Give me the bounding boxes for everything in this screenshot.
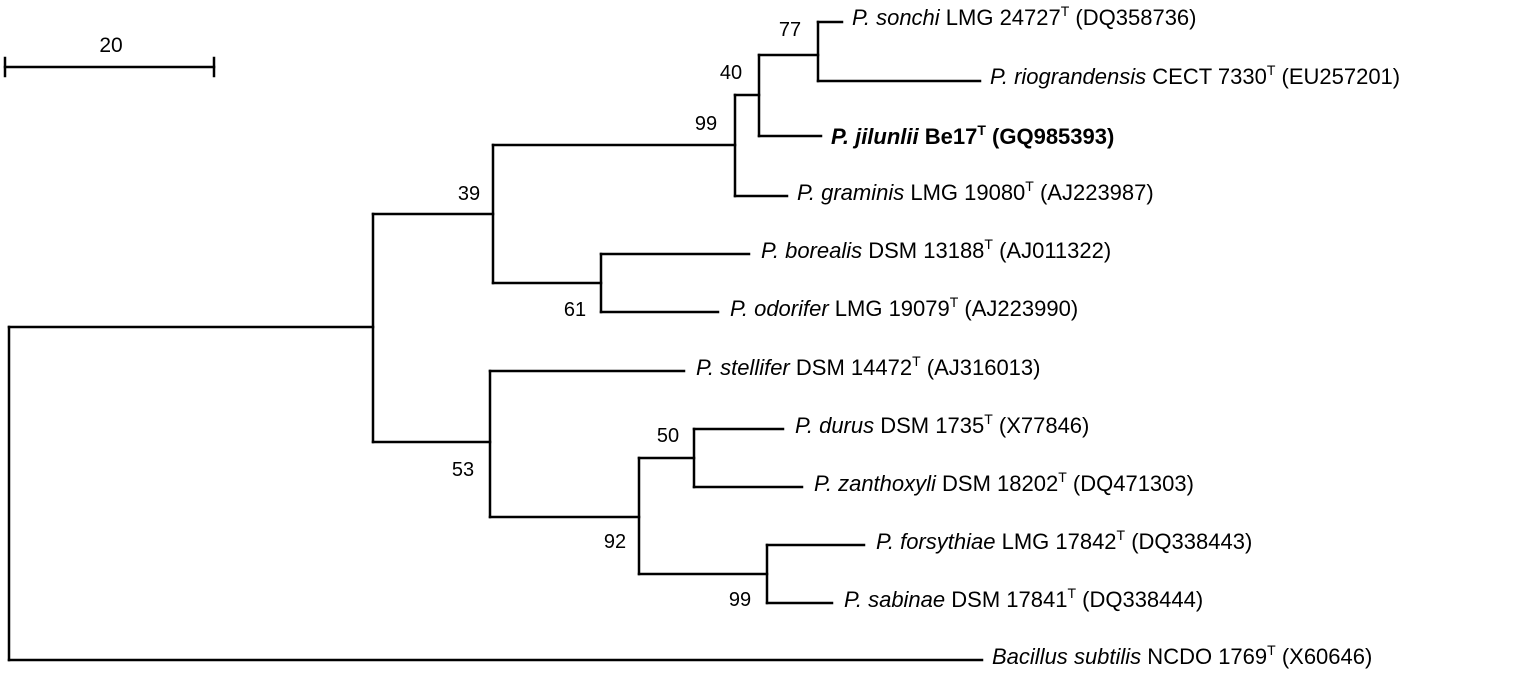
bootstrap-value: 99 [695, 113, 717, 135]
taxon-label: P. forsythiae LMG 17842T (DQ338443) [876, 527, 1252, 554]
taxon-label: P. jilunlii Be17T (GQ985393) [831, 122, 1114, 149]
bootstrap-value: 92 [604, 531, 626, 553]
taxon-label: P. durus DSM 1735T (X77846) [795, 411, 1089, 438]
taxon-label: P. graminis LMG 19080T (AJ223987) [797, 178, 1154, 205]
taxon-label: P. stellifer DSM 14472T (AJ316013) [696, 353, 1040, 380]
scale-bar: 20 [3, 34, 216, 78]
taxon-label: P. zanthoxyli DSM 18202T (DQ471303) [814, 469, 1194, 496]
taxon-labels: P. sonchi LMG 24727T (DQ358736) P. riogr… [696, 3, 1400, 669]
bootstrap-value: 99 [729, 589, 751, 611]
bootstrap-value: 53 [452, 459, 474, 481]
bootstrap-values: 77 40 99 39 61 53 50 92 99 [452, 19, 801, 611]
taxon-label: P. borealis DSM 13188T (AJ011322) [761, 236, 1111, 263]
bootstrap-value: 50 [657, 425, 679, 447]
taxon-label: P. sabinae DSM 17841T (DQ338444) [844, 585, 1203, 612]
bootstrap-value: 77 [779, 19, 801, 41]
bootstrap-value: 40 [720, 62, 742, 84]
bootstrap-value: 39 [458, 183, 480, 205]
taxon-label: P. riograndensis CECT 7330T (EU257201) [990, 62, 1400, 89]
bootstrap-value: 61 [564, 299, 586, 321]
scale-bar-label: 20 [99, 34, 122, 57]
tree-branches [7, 20, 984, 662]
taxon-label: P. sonchi LMG 24727T (DQ358736) [852, 3, 1197, 30]
taxon-label: P. odorifer LMG 19079T (AJ223990) [730, 294, 1078, 321]
taxon-label: Bacillus subtilis NCDO 1769T (X60646) [992, 642, 1372, 669]
